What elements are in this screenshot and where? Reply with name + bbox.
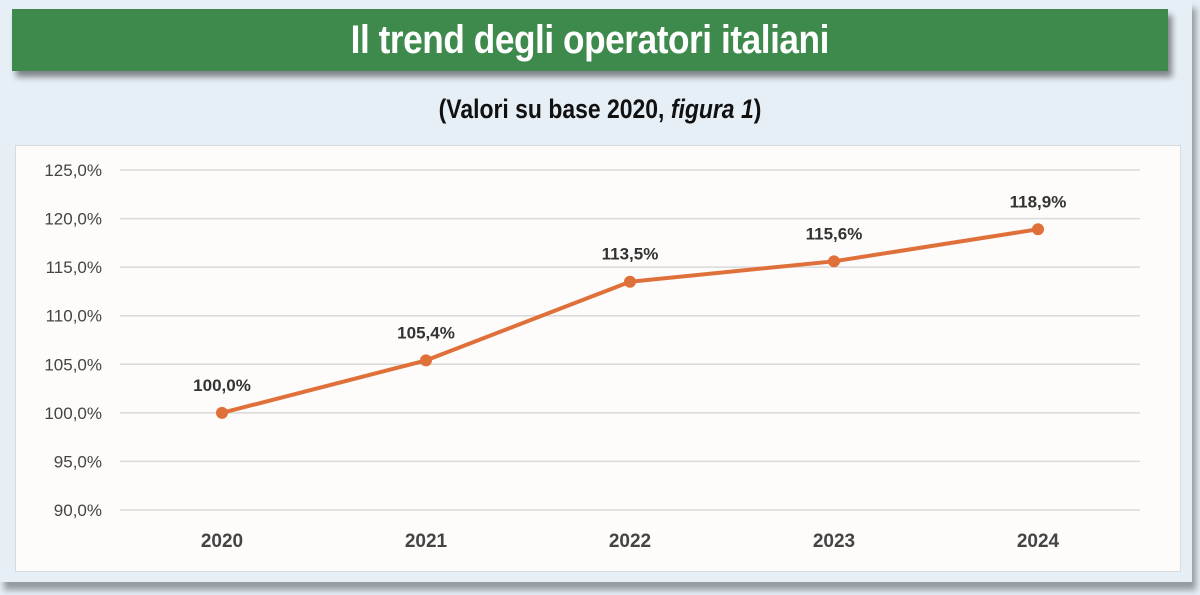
data-point bbox=[828, 255, 840, 268]
y-tick-label: 115,0% bbox=[46, 258, 102, 277]
subtitle-text: (Valori su base 2020, bbox=[438, 94, 671, 124]
data-point bbox=[624, 275, 636, 288]
data-label: 105,4% bbox=[397, 323, 455, 342]
data-point bbox=[420, 354, 432, 367]
title-banner: Il trend degli operatori italiani bbox=[12, 9, 1168, 71]
x-tick-label: 2022 bbox=[609, 531, 651, 552]
data-point bbox=[216, 406, 228, 419]
x-tick-label: 2023 bbox=[813, 531, 855, 552]
x-tick-label: 2021 bbox=[405, 531, 448, 552]
y-tick-label: 100,0% bbox=[44, 404, 102, 423]
data-label: 113,5% bbox=[602, 245, 659, 264]
data-label: 118,9% bbox=[1010, 192, 1067, 211]
chart-subtitle: (Valori su base 2020, figura 1) bbox=[90, 94, 1110, 125]
data-label: 115,6% bbox=[806, 224, 863, 243]
chart-title: Il trend degli operatori italiani bbox=[350, 17, 830, 62]
y-tick-label: 105,0% bbox=[44, 355, 102, 374]
y-tick-label: 125,0% bbox=[44, 161, 102, 180]
data-point bbox=[1032, 223, 1044, 236]
plot-panel bbox=[15, 145, 1181, 572]
subtitle-figure: figura 1 bbox=[670, 94, 754, 124]
data-label: 100,0% bbox=[193, 376, 251, 395]
y-tick-label: 120,0% bbox=[44, 210, 102, 229]
y-tick-label: 95,0% bbox=[54, 452, 102, 471]
x-tick-label: 2024 bbox=[1017, 531, 1060, 552]
y-tick-label: 90,0% bbox=[54, 501, 102, 520]
subtitle-close: ) bbox=[753, 94, 762, 124]
x-tick-label: 2020 bbox=[201, 531, 243, 552]
y-tick-label: 110,0% bbox=[46, 307, 102, 326]
